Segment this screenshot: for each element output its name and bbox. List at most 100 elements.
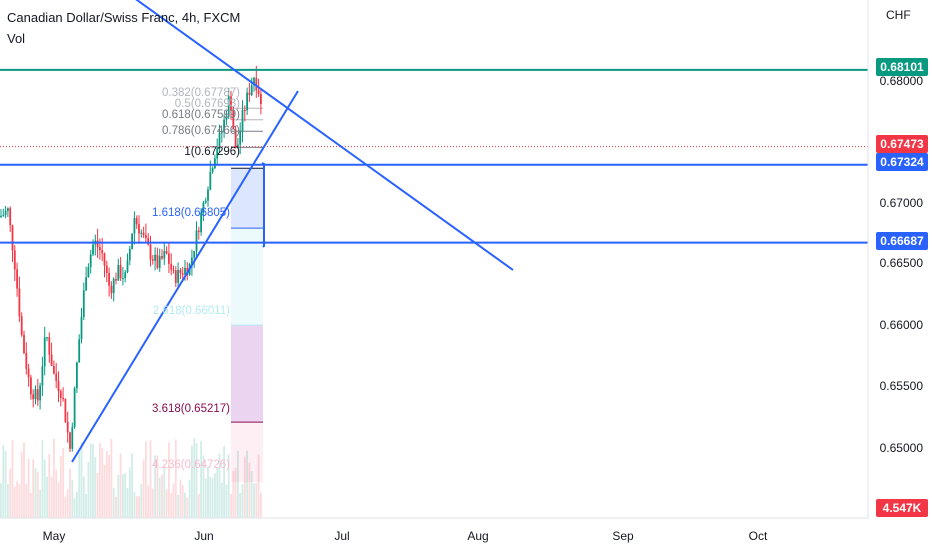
- candle-body: [46, 337, 48, 339]
- volume-bar: [48, 453, 51, 518]
- fib-zone-2618: [231, 228, 263, 326]
- candle-body: [220, 132, 223, 134]
- candle-body: [241, 109, 244, 131]
- candle-body: [250, 85, 253, 95]
- candle-body: [191, 257, 193, 264]
- candle-body: [23, 334, 25, 354]
- y-tick-label: 0.66000: [879, 318, 923, 332]
- volume-bar: [32, 459, 35, 518]
- volume-bar: [168, 442, 170, 518]
- candle-body: [156, 254, 159, 268]
- volume-bar: [103, 464, 106, 518]
- price-tag-resistance[interactable]: 0.68101: [876, 58, 928, 76]
- volume-bar: [158, 477, 161, 518]
- candle-body: [168, 253, 170, 264]
- volume-bar: [179, 479, 182, 518]
- volume-bar: [119, 453, 122, 518]
- volume-bar: [69, 468, 71, 518]
- volume-bar: [99, 443, 101, 518]
- candle-body: [184, 267, 186, 275]
- candle-body: [133, 218, 136, 234]
- volume-bar: [9, 468, 12, 518]
- candle-body: [181, 273, 184, 275]
- volume-bar: [66, 489, 69, 518]
- candle-body: [126, 260, 129, 273]
- candle-body: [131, 233, 133, 249]
- volume-bar: [207, 466, 209, 518]
- volume-bar: [138, 496, 140, 518]
- volume-bar: [80, 442, 83, 518]
- volume-bar: [216, 467, 219, 518]
- candle-body: [165, 251, 168, 254]
- volume-bar: [53, 438, 55, 518]
- candle-body: [151, 259, 154, 261]
- candle-body: [36, 389, 39, 401]
- candle-body: [82, 290, 85, 317]
- volume-bar: [241, 484, 244, 518]
- volume-bar: [131, 453, 133, 518]
- y-tick-label: 0.65000: [879, 441, 923, 455]
- volume-bar: [230, 493, 232, 518]
- volume-bar: [232, 470, 235, 518]
- volume-bar: [122, 474, 124, 518]
- volume-bar: [145, 441, 147, 518]
- candle-body: [0, 215, 2, 217]
- candle-body: [218, 132, 221, 149]
- drawing-lines[interactable]: [0, 0, 868, 463]
- price-tag-last[interactable]: 0.67473: [876, 135, 928, 153]
- fib-zone-3618: [231, 325, 263, 423]
- volume-bar: [115, 496, 117, 518]
- volume-bar: [78, 452, 81, 518]
- candle-body: [227, 96, 230, 117]
- candle-body: [108, 272, 110, 286]
- candle-body: [16, 269, 18, 289]
- volume-bar: [20, 451, 23, 518]
- price-tag-level-lower[interactable]: 0.66687: [876, 232, 928, 250]
- candle-body: [216, 148, 219, 159]
- candle-body: [73, 388, 76, 427]
- candle-body: [223, 119, 225, 133]
- candle-body: [105, 265, 108, 273]
- volume-bar: [218, 453, 221, 518]
- volume-bar: [117, 474, 120, 518]
- volume-bar: [30, 492, 32, 518]
- candle-body: [239, 130, 242, 145]
- candle-body: [2, 214, 5, 216]
- fib-label: 0.618(0.67599): [161, 109, 240, 121]
- volume-bar: [260, 492, 262, 518]
- fib-label: 0.786(0.67466): [161, 125, 240, 137]
- candle-body: [177, 269, 179, 283]
- candle-body: [122, 278, 124, 280]
- candle-body: [30, 377, 32, 395]
- candle-body: [225, 116, 228, 120]
- volume-bar: [214, 473, 216, 518]
- x-tick-label: Sep: [612, 529, 634, 543]
- candle-body: [11, 225, 14, 251]
- candle-body: [103, 253, 106, 266]
- volume-bar: [133, 491, 136, 518]
- candle-body: [195, 230, 198, 252]
- x-tick-label: Jul: [334, 529, 350, 543]
- candle-body: [128, 248, 131, 261]
- volume-bar: [255, 483, 258, 518]
- candle-body: [85, 277, 87, 291]
- candle-body: [64, 398, 67, 422]
- candle-body: [147, 238, 150, 245]
- volume-bar: [16, 481, 18, 518]
- volume-bar: [87, 461, 90, 518]
- candle-body: [145, 235, 147, 239]
- volume-tag[interactable]: 4.547K: [876, 499, 928, 517]
- price-tag-level-upper[interactable]: 0.67324: [876, 153, 928, 171]
- volume-bar: [13, 486, 16, 518]
- fib-zone-4236: [231, 422, 263, 483]
- volume-bar: [112, 487, 115, 518]
- candle-body: [255, 77, 258, 91]
- volume-bar: [156, 455, 159, 518]
- volume-bar: [89, 443, 92, 518]
- volume-bar: [191, 445, 193, 518]
- fib-label: 3.618(0.65217): [151, 403, 230, 415]
- candle-body: [48, 337, 51, 355]
- volume-bar: [184, 492, 186, 518]
- volume-bar: [82, 476, 85, 518]
